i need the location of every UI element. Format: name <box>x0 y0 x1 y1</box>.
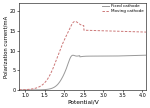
X-axis label: Potential/V: Potential/V <box>67 100 99 105</box>
Fixed cathode <box>18 89 20 91</box>
Fixed cathode <box>114 55 116 57</box>
Moving cathode <box>74 21 76 22</box>
Moving cathode <box>93 30 95 31</box>
Moving cathode <box>114 30 116 32</box>
Fixed cathode <box>145 55 147 56</box>
Fixed cathode <box>41 89 43 90</box>
Line: Fixed cathode: Fixed cathode <box>19 55 146 90</box>
Moving cathode <box>41 85 43 86</box>
Moving cathode <box>76 21 78 23</box>
Line: Moving cathode: Moving cathode <box>19 21 146 90</box>
Fixed cathode <box>76 55 78 57</box>
Moving cathode <box>103 30 105 31</box>
Fixed cathode <box>93 56 95 57</box>
Moving cathode <box>18 89 20 91</box>
Fixed cathode <box>51 88 53 89</box>
Moving cathode <box>51 70 53 71</box>
Y-axis label: Polarization current/mA: Polarization current/mA <box>3 16 8 78</box>
Moving cathode <box>145 31 147 33</box>
Fixed cathode <box>103 56 105 57</box>
Legend: Fixed cathode, Moving cathode: Fixed cathode, Moving cathode <box>101 4 144 14</box>
